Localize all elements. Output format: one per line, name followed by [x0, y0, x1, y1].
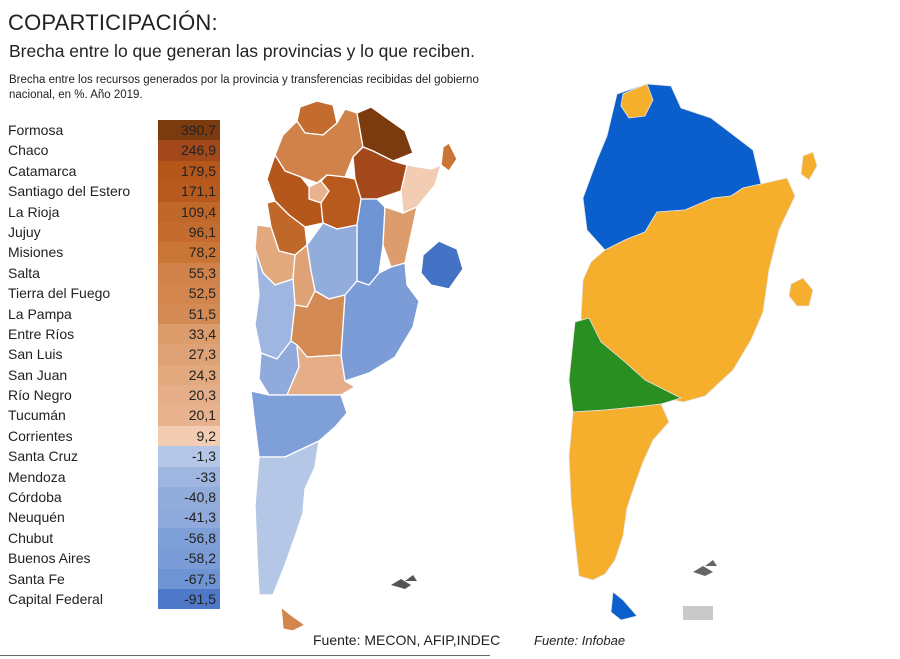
- province-value: -91,5: [158, 588, 220, 610]
- table-row: Capital Federal -91,5: [8, 588, 220, 610]
- province-value: -58,2: [158, 548, 220, 569]
- map-province-santiago: [320, 174, 362, 230]
- table-row: Chubut -56,8: [8, 527, 220, 549]
- province-name: La Pampa: [8, 305, 72, 322]
- table-row: Salta 55,3: [8, 262, 220, 284]
- province-name: Santa Cruz: [8, 448, 79, 465]
- province-value: 179,5: [158, 160, 220, 182]
- province-value: -1,3: [158, 446, 220, 467]
- table-row: Tierra del Fuego 52,5: [8, 283, 220, 304]
- province-name: Corrientes: [8, 427, 73, 444]
- table-row: Jujuy 96,1: [8, 221, 220, 243]
- map-province-capitalfederal: [420, 240, 464, 290]
- map2-antarctic-inset: [683, 606, 713, 620]
- table-row: Entre Ríos 33,4: [8, 323, 220, 345]
- province-value: 52,5: [158, 283, 220, 304]
- province-name: Tierra del Fuego: [8, 285, 111, 302]
- map-province-chubut: [250, 390, 348, 458]
- values-table: Formosa 390,7 Chaco 246,9 Catamarca 179,5 Sant…: [8, 120, 220, 610]
- table-row: Santa Cruz -1,3: [8, 446, 220, 467]
- chart-note: Brecha entre los recursos generados por …: [9, 74, 479, 101]
- province-value: 20,1: [158, 405, 220, 426]
- province-name: La Rioja: [8, 203, 60, 220]
- table-row: Santa Fe -67,5: [8, 568, 220, 589]
- province-name: Tucumán: [8, 407, 66, 424]
- province-name: Salta: [8, 264, 40, 281]
- province-name: Catamarca: [8, 162, 77, 179]
- table-row: Chaco 246,9: [8, 140, 220, 161]
- map2-region-south: [568, 403, 670, 581]
- table-row: San Juan 24,3: [8, 364, 220, 386]
- map2-region-east: [788, 277, 814, 307]
- province-name: Mendoza: [8, 468, 66, 485]
- table-row: Buenos Aires -58,2: [8, 548, 220, 569]
- infobae-map: [568, 83, 818, 621]
- province-value: 390,7: [158, 120, 220, 141]
- province-value: 78,2: [158, 242, 220, 263]
- province-value: 27,3: [158, 344, 220, 365]
- map2-region-misiones: [800, 151, 818, 181]
- source-left: Fuente: MECON, AFIP,INDEC: [313, 632, 501, 648]
- table-row: Misiones 78,2: [8, 242, 220, 263]
- province-name: Misiones: [8, 244, 64, 261]
- province-value: 55,3: [158, 262, 220, 284]
- province-name: Buenos Aires: [8, 550, 91, 567]
- province-name: Santiago del Estero: [8, 183, 131, 200]
- province-value: -41,3: [158, 507, 220, 528]
- province-value: -67,5: [158, 568, 220, 589]
- province-value: 109,4: [158, 201, 220, 222]
- table-row: Neuquén -41,3: [8, 507, 220, 528]
- title: COPARTICIPACIÓN:: [8, 10, 218, 35]
- map-islands: [391, 575, 417, 589]
- divider: [0, 655, 490, 656]
- source-right: Fuente: Infobae: [534, 633, 626, 648]
- table-row: Santiago del Estero 171,1: [8, 181, 220, 202]
- table-row: Tucumán 20,1: [8, 405, 220, 426]
- province-value: 9,2: [158, 425, 220, 447]
- province-value: -33: [158, 466, 220, 488]
- table-row: Córdoba -40,8: [8, 487, 220, 508]
- province-name: Formosa: [8, 122, 64, 138]
- table-row: Corrientes 9,2: [8, 425, 220, 447]
- province-value: -40,8: [158, 487, 220, 508]
- map-province-misiones: [440, 142, 458, 172]
- map2-region-jujuy: [620, 83, 654, 119]
- gap-map: [250, 100, 464, 632]
- province-value: 246,9: [158, 140, 220, 161]
- subtitle: Brecha entre lo que generan las provinci…: [9, 41, 475, 61]
- province-name: Santa Fe: [8, 570, 65, 587]
- province-name: San Luis: [8, 346, 63, 363]
- map-province-corrientes: [400, 164, 442, 214]
- table-row: Río Negro 20,3: [8, 385, 220, 406]
- table-row: Formosa 390,7: [8, 120, 220, 141]
- province-name: Neuquén: [8, 509, 65, 526]
- province-name: Río Negro: [8, 387, 72, 404]
- table-row: La Rioja 109,4: [8, 201, 220, 222]
- map-province-entrerios: [382, 206, 418, 268]
- province-name: Jujuy: [8, 223, 41, 240]
- province-value: -56,8: [158, 527, 220, 549]
- table-row: Catamarca 179,5: [8, 160, 220, 182]
- province-value: 20,3: [158, 385, 220, 406]
- province-name: Córdoba: [8, 489, 62, 506]
- map-province-santacruz: [254, 440, 320, 596]
- province-name: Chaco: [8, 142, 49, 159]
- province-value: 33,4: [158, 323, 220, 345]
- province-name: Capital Federal: [8, 590, 103, 607]
- map2-islands: [693, 560, 717, 576]
- table-row: San Luis 27,3: [8, 344, 220, 365]
- province-name: Entre Ríos: [8, 325, 75, 342]
- province-value: 96,1: [158, 221, 220, 243]
- table-row: La Pampa 51,5: [8, 303, 220, 324]
- map2-region-tierradelfuego: [610, 591, 638, 621]
- province-value: 24,3: [158, 364, 220, 386]
- province-name: San Juan: [8, 366, 68, 383]
- province-value: 51,5: [158, 303, 220, 324]
- table-row: Mendoza -33: [8, 466, 220, 488]
- map-province-tierradelfuego: [280, 606, 306, 632]
- province-name: Chubut: [8, 529, 54, 546]
- province-value: 171,1: [158, 181, 220, 202]
